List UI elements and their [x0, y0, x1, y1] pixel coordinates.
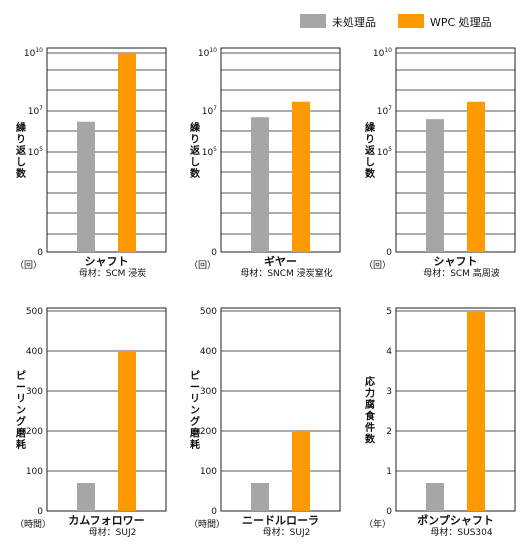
y-tick-label: 0 — [37, 507, 43, 517]
legend-label-untreated: 未処理品 — [332, 16, 376, 29]
y-unit-label: （回） — [189, 260, 216, 271]
y-tick-label: 500 — [200, 307, 217, 317]
y-tick-label: 107 — [377, 105, 392, 117]
y-unit-label: （時間） — [15, 519, 51, 530]
y-tick-label: 1010 — [24, 47, 43, 59]
y-axis-label: 繰り返し数 — [16, 121, 27, 180]
y-tick-label: 105 — [202, 146, 217, 158]
bar-untreated — [251, 483, 269, 511]
y-axis-label: 応力腐食件数 — [364, 375, 376, 446]
category-label: カムフォロワー — [68, 514, 144, 527]
chart-subtitle: 母材：SNCM 浸炭窒化 — [240, 267, 332, 279]
y-unit-label: （年） — [364, 518, 391, 530]
category-label: ギヤー — [264, 254, 297, 268]
y-tick-label: 105 — [377, 146, 392, 158]
bar-untreated — [426, 483, 444, 511]
bar-wpc — [467, 101, 485, 252]
y-tick-label: 500 — [26, 307, 43, 317]
y-tick-label: 200 — [200, 427, 217, 437]
y-tick-label: 105 — [28, 146, 43, 158]
y-tick-label: 300 — [26, 387, 43, 397]
category-label: ニードルローラ — [242, 514, 319, 527]
y-tick-label: 300 — [200, 387, 217, 397]
bar-wpc — [118, 53, 136, 252]
y-tick-label: 4 — [386, 347, 392, 357]
plot-frame — [395, 307, 516, 512]
chart-subtitle: 母材：SUJ2 — [263, 526, 311, 538]
y-axis-label: ピーリング磨耗 — [189, 370, 201, 451]
plot-frame — [395, 47, 516, 253]
bar-wpc — [467, 311, 485, 511]
y-tick-label: 100 — [200, 467, 217, 477]
chart-subtitle: 母材：SUS304 — [430, 526, 492, 538]
y-tick-label: 1010 — [198, 47, 217, 59]
y-tick-label: 0 — [211, 507, 217, 517]
y-unit-label: （回） — [15, 260, 42, 271]
plot-frame — [46, 307, 167, 512]
y-tick-label: 200 — [26, 427, 43, 437]
y-tick-label: 0 — [386, 248, 392, 258]
legend-label-wpc: WPC 処理品 — [430, 16, 492, 29]
category-label: シャフト — [85, 255, 129, 268]
y-tick-label: 5 — [386, 307, 392, 317]
y-tick-label: 107 — [28, 105, 43, 117]
y-tick-label: 107 — [202, 105, 217, 117]
y-tick-label: 1 — [386, 467, 392, 477]
bar-wpc — [292, 431, 310, 511]
chart-5: 500 400 300 200 100 0 ピーリング磨耗 （時間） ニードルローラ母材：SUJ… — [189, 307, 341, 538]
y-tick-label: 0 — [386, 507, 392, 517]
y-tick-label: 0 — [211, 248, 217, 258]
y-unit-label: （回） — [364, 260, 391, 271]
legend-swatch-wpc — [398, 14, 424, 28]
plot-frame — [220, 47, 341, 253]
bar-wpc — [118, 351, 136, 511]
chart-subtitle: 母材：SCM 浸炭 — [79, 267, 147, 279]
bar-wpc — [292, 101, 310, 252]
category-label: シャフト — [434, 255, 478, 268]
y-axis-label: 繰り返し数 — [365, 121, 376, 180]
y-tick-label: 1010 — [373, 47, 392, 59]
bar-untreated — [77, 483, 95, 511]
y-tick-label: 2 — [386, 427, 392, 437]
category-label: ポンプシャフト — [417, 513, 494, 527]
y-tick-label: 400 — [200, 347, 217, 357]
y-tick-label: 3 — [386, 387, 392, 397]
plot-frame — [46, 47, 167, 253]
y-tick-label: 100 — [26, 467, 43, 477]
y-tick-label: 400 — [26, 347, 43, 357]
y-axis-label: 繰り返し数 — [190, 121, 201, 180]
chart-4: 500 400 300 200 100 0 ピーリング磨耗 （時間） カムフォロワー母材：SUJ… — [15, 307, 167, 538]
legend: 未処理品 WPC 処理品 — [300, 12, 520, 30]
plot-frame — [220, 307, 341, 512]
y-unit-label: （時間） — [189, 519, 225, 530]
chart-subtitle: 母材：SCM 高周波 — [423, 267, 500, 279]
y-axis-label: ピーリング磨耗 — [15, 370, 27, 451]
bar-untreated — [251, 117, 269, 252]
chart-subtitle: 母材：SUJ2 — [89, 526, 137, 538]
y-tick-label: 0 — [37, 248, 43, 258]
bar-untreated — [77, 121, 95, 252]
bar-untreated — [426, 119, 444, 252]
legend-swatch-untreated — [300, 14, 326, 28]
